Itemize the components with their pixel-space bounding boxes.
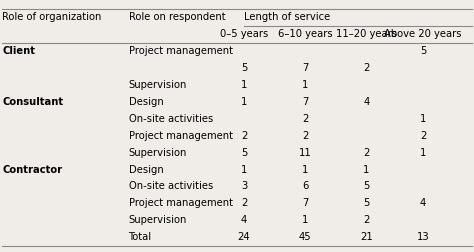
Text: Above 20 years: Above 20 years xyxy=(384,29,462,39)
Text: On-site activities: On-site activities xyxy=(128,181,213,192)
Text: 2: 2 xyxy=(363,215,370,225)
Text: Role of organization: Role of organization xyxy=(2,12,102,22)
Text: 2: 2 xyxy=(302,114,309,124)
Text: Supervision: Supervision xyxy=(128,148,187,158)
Text: Contractor: Contractor xyxy=(2,165,63,175)
Text: 1: 1 xyxy=(241,80,247,90)
Text: 1: 1 xyxy=(241,97,247,107)
Text: Project management: Project management xyxy=(128,131,233,141)
Text: 1: 1 xyxy=(302,215,309,225)
Text: 45: 45 xyxy=(299,232,311,242)
Text: On-site activities: On-site activities xyxy=(128,114,213,124)
Text: 4: 4 xyxy=(364,97,370,107)
Text: 1: 1 xyxy=(302,80,309,90)
Text: 1: 1 xyxy=(420,148,426,158)
Text: 6–10 years: 6–10 years xyxy=(278,29,333,39)
Text: 1: 1 xyxy=(363,165,370,175)
Text: Length of service: Length of service xyxy=(244,12,330,22)
Text: 1: 1 xyxy=(302,165,309,175)
Text: Design: Design xyxy=(128,165,164,175)
Text: 4: 4 xyxy=(420,198,426,208)
Text: Design: Design xyxy=(128,97,164,107)
Text: 13: 13 xyxy=(417,232,429,242)
Text: 2: 2 xyxy=(241,198,247,208)
Text: 21: 21 xyxy=(360,232,373,242)
Text: 7: 7 xyxy=(302,63,309,73)
Text: 5: 5 xyxy=(420,46,426,56)
Text: 5: 5 xyxy=(241,63,247,73)
Text: 4: 4 xyxy=(241,215,247,225)
Text: Supervision: Supervision xyxy=(128,80,187,90)
Text: Project management: Project management xyxy=(128,198,233,208)
Text: 5: 5 xyxy=(363,181,370,192)
Text: 2: 2 xyxy=(302,131,309,141)
Text: Project management: Project management xyxy=(128,46,233,56)
Text: 0–5 years: 0–5 years xyxy=(220,29,268,39)
Text: 5: 5 xyxy=(241,148,247,158)
Text: Supervision: Supervision xyxy=(128,215,187,225)
Text: 2: 2 xyxy=(363,148,370,158)
Text: Client: Client xyxy=(2,46,36,56)
Text: 2: 2 xyxy=(363,63,370,73)
Text: 7: 7 xyxy=(302,198,309,208)
Text: Consultant: Consultant xyxy=(2,97,64,107)
Text: Total: Total xyxy=(128,232,152,242)
Text: 2: 2 xyxy=(241,131,247,141)
Text: 11–20 years: 11–20 years xyxy=(336,29,397,39)
Text: 3: 3 xyxy=(241,181,247,192)
Text: 2: 2 xyxy=(420,131,426,141)
Text: 1: 1 xyxy=(241,165,247,175)
Text: 7: 7 xyxy=(302,97,309,107)
Text: Role on respondent: Role on respondent xyxy=(128,12,225,22)
Text: 5: 5 xyxy=(363,198,370,208)
Text: 6: 6 xyxy=(302,181,309,192)
Text: 1: 1 xyxy=(420,114,426,124)
Text: 24: 24 xyxy=(237,232,250,242)
Text: 11: 11 xyxy=(299,148,311,158)
